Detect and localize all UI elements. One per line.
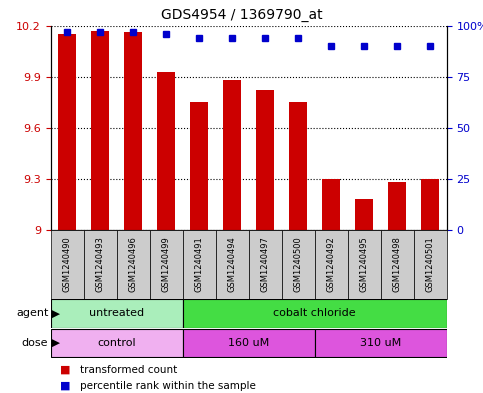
Text: ▶: ▶	[48, 338, 60, 348]
Bar	[322, 179, 341, 230]
Bar	[216, 230, 249, 299]
Bar	[117, 230, 150, 299]
Text: GSM1240500: GSM1240500	[294, 237, 303, 292]
Text: GSM1240497: GSM1240497	[261, 236, 270, 292]
Bar	[256, 90, 274, 230]
Bar	[223, 80, 242, 230]
Bar	[315, 329, 447, 357]
Text: GSM1240491: GSM1240491	[195, 237, 204, 292]
Text: dose: dose	[22, 338, 48, 348]
Text: GSM1240496: GSM1240496	[129, 236, 138, 292]
Bar	[355, 199, 373, 230]
Bar	[183, 329, 315, 357]
Text: 310 uM: 310 uM	[360, 338, 401, 348]
Bar	[388, 182, 406, 230]
Text: control: control	[98, 338, 136, 348]
Bar	[282, 230, 315, 299]
Text: untreated: untreated	[89, 309, 144, 318]
Bar	[84, 230, 117, 299]
Text: agent: agent	[16, 309, 48, 318]
Text: GDS4954 / 1369790_at: GDS4954 / 1369790_at	[161, 7, 322, 22]
Bar	[157, 72, 175, 230]
Bar	[58, 34, 76, 230]
Text: ■: ■	[60, 365, 71, 375]
Bar	[414, 230, 447, 299]
Text: 160 uM: 160 uM	[228, 338, 270, 348]
Text: GSM1240492: GSM1240492	[327, 237, 336, 292]
Bar	[348, 230, 381, 299]
Bar	[289, 102, 307, 230]
Bar	[315, 230, 348, 299]
Text: cobalt chloride: cobalt chloride	[273, 309, 356, 318]
Bar	[381, 230, 414, 299]
Text: GSM1240498: GSM1240498	[393, 236, 402, 292]
Bar	[124, 32, 142, 230]
Bar	[91, 31, 109, 230]
Text: percentile rank within the sample: percentile rank within the sample	[80, 381, 256, 391]
Bar	[183, 299, 447, 328]
Text: GSM1240499: GSM1240499	[162, 237, 170, 292]
Bar	[183, 230, 216, 299]
Bar	[150, 230, 183, 299]
Text: ▶: ▶	[48, 309, 60, 318]
Text: GSM1240501: GSM1240501	[426, 237, 435, 292]
Bar	[51, 299, 183, 328]
Text: GSM1240495: GSM1240495	[360, 237, 369, 292]
Bar	[249, 230, 282, 299]
Text: transformed count: transformed count	[80, 365, 177, 375]
Text: GSM1240490: GSM1240490	[63, 237, 71, 292]
Bar	[51, 230, 84, 299]
Text: ■: ■	[60, 381, 71, 391]
Text: GSM1240493: GSM1240493	[96, 236, 105, 292]
Text: GSM1240494: GSM1240494	[228, 237, 237, 292]
Bar	[421, 179, 440, 230]
Bar	[190, 102, 208, 230]
Bar	[51, 329, 183, 357]
